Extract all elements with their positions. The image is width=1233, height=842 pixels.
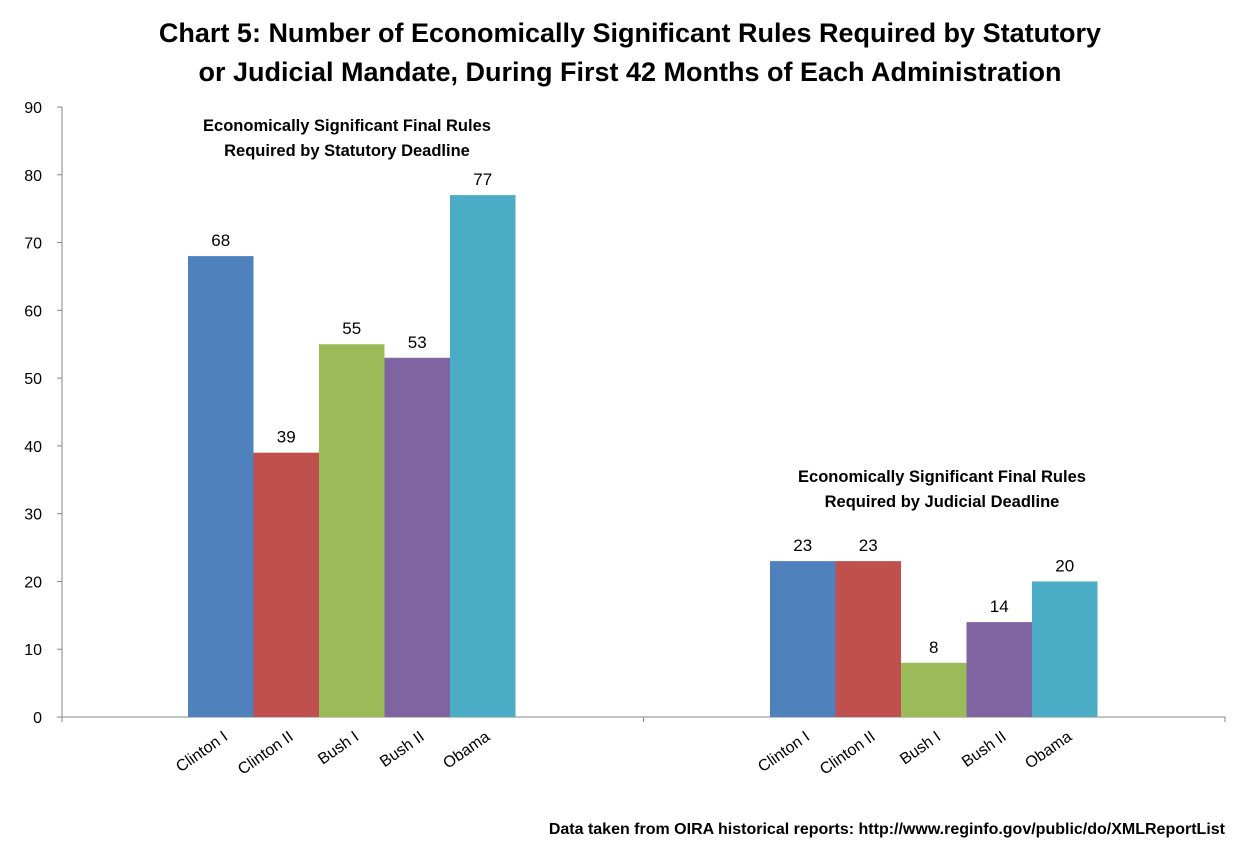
group-label-line: Economically Significant Final Rules	[203, 117, 491, 135]
y-tick-label: 20	[24, 574, 42, 591]
y-tick-label: 80	[24, 168, 42, 185]
y-tick-label: 70	[24, 236, 42, 253]
y-tick-label: 60	[24, 303, 42, 320]
y-tick-label: 30	[24, 507, 42, 524]
bar	[901, 662, 967, 717]
bar	[450, 195, 516, 718]
bar	[319, 344, 385, 717]
bar	[188, 256, 254, 717]
y-axis-ticks: 0 10 20 30 40 50 60 70 80 90	[24, 100, 62, 727]
x-tick-label: Clinton II	[235, 728, 296, 778]
data-label: 23	[793, 536, 812, 555]
data-label: 77	[473, 170, 492, 189]
y-tick-label: 90	[24, 100, 42, 117]
x-tick-label: Bush I	[315, 728, 362, 768]
source-footnote: Data taken from OIRA historical reports:…	[549, 821, 1226, 838]
bar	[770, 561, 836, 717]
group-label-line: Economically Significant Final Rules	[798, 468, 1086, 486]
data-label: 8	[929, 638, 938, 657]
bar	[966, 622, 1032, 717]
group-label-line: Required by Judicial Deadline	[825, 493, 1060, 511]
x-tick-label: Clinton II	[817, 728, 878, 778]
x-tick-label: Clinton I	[173, 728, 231, 776]
y-tick-label: 10	[24, 642, 42, 659]
data-label: 14	[990, 597, 1009, 616]
data-label: 68	[211, 231, 230, 250]
data-label: 53	[408, 333, 427, 352]
x-tick-label: Bush II	[377, 728, 428, 770]
data-label: 39	[277, 428, 296, 447]
bars	[188, 195, 1098, 718]
x-tick-label: Obama	[440, 728, 493, 772]
bar	[835, 561, 901, 717]
x-tick-label: Bush I	[897, 728, 944, 768]
bar	[1032, 581, 1098, 717]
bar	[384, 357, 450, 717]
y-tick-label: 40	[24, 439, 42, 456]
x-tick-label: Clinton I	[755, 728, 813, 776]
chart-title: Chart 5: Number of Economically Signific…	[159, 18, 1101, 87]
data-label: 23	[859, 536, 878, 555]
data-labels: 68 39 55 53 77 23 23 8 14 20	[211, 170, 1074, 657]
x-tick-label: Bush II	[959, 728, 1010, 770]
group-labels: Economically Significant Final Rules Requ…	[203, 117, 1086, 511]
y-tick-label: 0	[33, 710, 42, 727]
data-label: 20	[1055, 556, 1074, 575]
x-tick-label: Obama	[1022, 728, 1075, 772]
bar	[253, 452, 319, 717]
group-label-line: Required by Statutory Deadline	[224, 142, 470, 160]
chart-title-line-1: Chart 5: Number of Economically Signific…	[159, 18, 1101, 48]
chart-title-line-2: or Judicial Mandate, During First 42 Mon…	[198, 57, 1061, 87]
data-label: 55	[342, 319, 361, 338]
y-tick-label: 50	[24, 371, 42, 388]
x-axis-ticks: Clinton I Clinton II Bush I Bush II Obama Cli…	[173, 728, 1075, 778]
